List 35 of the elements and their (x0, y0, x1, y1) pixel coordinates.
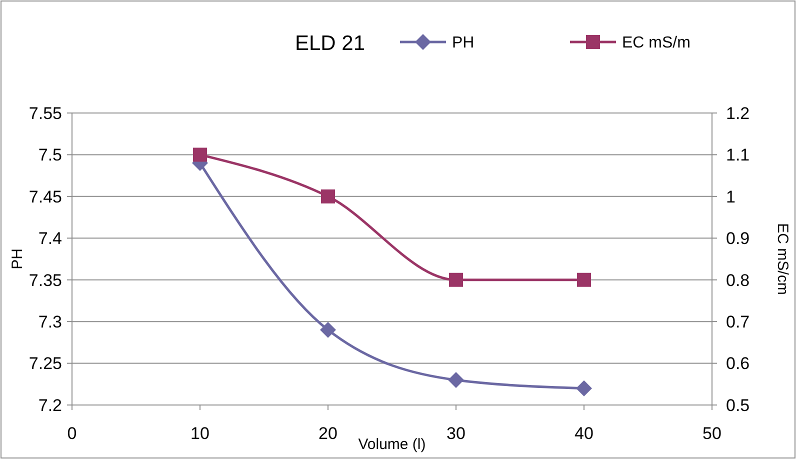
point (448, 372, 464, 388)
point (577, 272, 591, 287)
y-tick-label: 7.5 (38, 146, 62, 165)
point (193, 148, 207, 162)
x-tick-label: 30 (446, 424, 466, 443)
y-tick-label: 7.2 (38, 396, 62, 415)
point (449, 272, 463, 287)
chart-title: ELD 21 (294, 32, 366, 55)
x-tick-label: 0 (67, 424, 77, 443)
y-axis-title: PH (9, 248, 26, 270)
legend-label: EC mS/m (622, 34, 690, 52)
x-tick-label: 50 (702, 424, 722, 443)
y-tick-label: 7.4 (38, 229, 62, 248)
x-axis-title: Volume (l) (358, 436, 426, 453)
y-tick-label: 7.3 (38, 312, 62, 332)
y2-tick-label: 0.9 (726, 229, 750, 248)
y2-tick-label: 0.6 (726, 354, 750, 374)
y2-tick-label: 0.7 (726, 312, 750, 332)
point (321, 189, 335, 204)
y2-tick-label: 1 (726, 187, 736, 206)
y2-axis-title: EC mS/cm (774, 223, 791, 295)
y2-tick-label: 0.8 (726, 270, 750, 290)
y2-tick-label: 0.5 (726, 396, 750, 415)
x-tick-label: 40 (574, 424, 594, 443)
y2-tick-label: 1.1 (726, 146, 750, 165)
y2-tick-label: 1.2 (726, 104, 750, 123)
x-tick-label: 20 (318, 424, 338, 443)
y-tick-label: 7.25 (28, 354, 62, 374)
x-tick-label: 10 (190, 424, 210, 443)
y-tick-label: 7.45 (28, 187, 62, 206)
y-tick-label: 7.55 (28, 104, 62, 123)
point (576, 380, 592, 396)
y-tick-label: 7.35 (28, 270, 62, 290)
legend-label: PH (452, 34, 474, 52)
point (320, 322, 336, 338)
